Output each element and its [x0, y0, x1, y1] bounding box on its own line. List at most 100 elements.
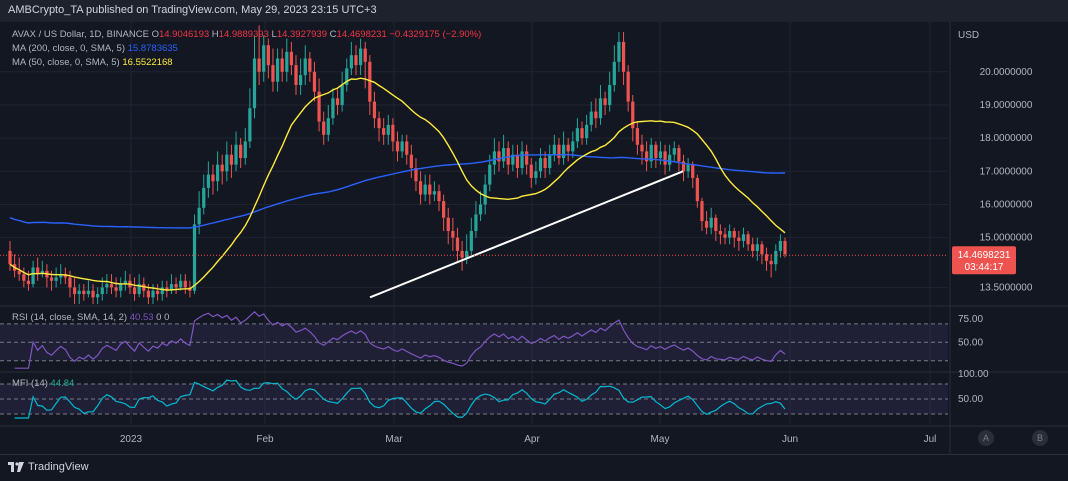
price-tick-label: 15.0000000 — [980, 233, 1033, 244]
candle-body — [640, 144, 644, 152]
candle — [575, 118, 580, 149]
candle-body — [483, 184, 487, 205]
candle — [548, 144, 552, 175]
candle — [594, 98, 598, 129]
rsi-line — [14, 310, 786, 369]
ma200-row[interactable]: MA (200, close, 0, SMA, 5) 15.8783635 — [12, 42, 481, 56]
mfi-band — [0, 384, 948, 414]
mfi-label: MFI (14) — [12, 378, 48, 389]
candle-body — [649, 144, 653, 162]
auto-scale-button[interactable]: A — [978, 430, 994, 446]
candle-body — [142, 284, 146, 291]
candle-body — [621, 41, 626, 72]
candle-body — [760, 244, 764, 255]
candle — [700, 197, 704, 232]
candle — [45, 264, 49, 288]
candle-body — [529, 164, 533, 178]
candle-body — [446, 217, 450, 232]
candle-body — [386, 124, 390, 135]
candle — [691, 161, 695, 188]
candle — [358, 38, 363, 76]
candle — [395, 131, 400, 162]
rsi-legend[interactable]: RSI (14, close, SMA, 14, 2) 40.53 0 0 — [12, 312, 169, 323]
tradingview-brand[interactable]: TradingView — [8, 461, 89, 473]
candle — [585, 114, 589, 145]
candle-body — [455, 237, 460, 251]
ma50-row[interactable]: MA (50, close, 0, SMA, 5) 16.5522168 — [12, 56, 481, 70]
candles — [8, 25, 787, 304]
candle-body — [40, 270, 44, 275]
candle-body — [169, 284, 174, 291]
time-tick-label: Mar — [385, 434, 403, 445]
candle — [229, 144, 234, 178]
mfi-legend[interactable]: MFI (14) 44.84 — [12, 378, 74, 389]
candle-body — [501, 148, 506, 162]
candle — [663, 144, 667, 175]
candle-body — [109, 284, 114, 288]
candle — [109, 274, 114, 295]
candle-body — [137, 284, 141, 295]
price-tick-label: 16.0000000 — [980, 199, 1033, 210]
candle — [262, 35, 266, 82]
candle-body — [442, 201, 446, 218]
candle — [751, 237, 755, 258]
brand-label: TradingView — [28, 461, 89, 473]
rsi-band — [0, 323, 948, 361]
candle-body — [280, 58, 284, 72]
candle-body — [677, 148, 681, 162]
candle-body — [349, 55, 353, 69]
price-tick-label: 18.0000000 — [980, 133, 1033, 144]
candle-body — [119, 284, 123, 291]
candle — [275, 48, 280, 92]
candle-body — [525, 151, 529, 165]
candle — [335, 88, 340, 115]
rsi-extra-2: 0 — [164, 312, 170, 323]
candle — [225, 141, 229, 182]
time-tick-label: 2023 — [120, 434, 143, 445]
candle — [746, 231, 750, 251]
candle — [561, 131, 566, 165]
candle — [105, 274, 109, 295]
candle-body — [668, 154, 672, 165]
candle — [649, 138, 653, 168]
candle-body — [764, 254, 769, 261]
candle-body — [31, 267, 35, 285]
candle-body — [520, 151, 524, 168]
candle-body — [22, 274, 26, 281]
candle — [580, 121, 584, 145]
candle-body — [202, 187, 206, 208]
candle — [626, 65, 630, 112]
chart-area[interactable]: 20.0000000 19.0000000 18.0000000 17.0000000… — [0, 22, 1068, 454]
candle-body — [751, 244, 755, 251]
candle-body — [354, 55, 358, 66]
candle — [266, 38, 270, 79]
candle-body — [617, 41, 621, 62]
candle — [132, 277, 137, 301]
candle-body — [271, 65, 275, 82]
candle-body — [132, 287, 137, 295]
candle — [183, 274, 187, 295]
candle-body — [368, 61, 372, 102]
candle — [552, 134, 556, 162]
symbol-label: AVAX / US Dollar, 1D, BINANCE — [12, 29, 149, 40]
candle-body — [585, 124, 589, 139]
candle — [82, 284, 86, 301]
candle-body — [211, 174, 215, 182]
candle-body — [395, 141, 400, 152]
candle — [114, 277, 118, 298]
candle-body — [239, 144, 243, 159]
candle — [446, 207, 450, 245]
log-scale-button[interactable]: B — [1032, 430, 1048, 446]
candle-body — [418, 181, 423, 195]
candle-body — [248, 108, 252, 142]
candle-body — [460, 250, 464, 258]
candle-body — [345, 68, 349, 86]
candle-body — [778, 240, 783, 251]
candle-body — [63, 274, 67, 278]
candle — [635, 121, 639, 155]
candle — [608, 71, 612, 112]
candle-body — [49, 277, 54, 281]
candle — [220, 154, 224, 185]
candle-body — [589, 111, 593, 125]
candle — [543, 151, 547, 178]
